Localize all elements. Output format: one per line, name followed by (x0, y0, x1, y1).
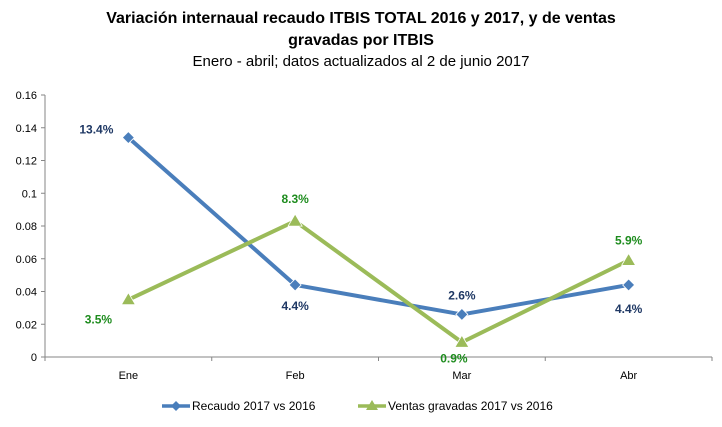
series-point-marker (287, 213, 303, 227)
data-label: 4.4% (615, 302, 643, 316)
data-label: 4.4% (281, 299, 309, 313)
data-label: 3.5% (85, 313, 113, 327)
y-tick-label: 0.06 (16, 254, 37, 266)
y-tick-label: 0.04 (16, 287, 37, 299)
y-tick-label: 0.08 (16, 221, 37, 233)
chart-subtitle: Enero - abril; datos actualizados al 2 d… (192, 53, 530, 70)
series-point-marker (288, 278, 302, 292)
data-label: 2.6% (448, 288, 476, 302)
series-point-marker (120, 291, 137, 306)
y-tick-label: 0.12 (16, 156, 37, 168)
x-tick-label: Feb (286, 370, 305, 382)
series-point-marker (455, 307, 469, 321)
data-label: 5.9% (615, 233, 643, 247)
y-tick-label: 0.16 (16, 90, 37, 102)
series-point-marker (620, 252, 637, 266)
series-line-1 (127, 219, 630, 345)
series-point-marker (454, 334, 470, 348)
series-point-marker (121, 131, 135, 145)
data-label: 13.4% (79, 123, 113, 137)
series-point-marker (622, 278, 636, 292)
x-tick-label: Abr (620, 370, 637, 382)
legend-marker-0 (171, 401, 181, 411)
legend-marker-1 (366, 400, 378, 410)
chart-title-line2: gravadas por ITBIS (288, 32, 434, 49)
y-tick-label: 0.02 (16, 319, 37, 331)
legend-label-1: Ventas gravadas 2017 vs 2016 (388, 399, 553, 413)
x-tick-label: Mar (452, 370, 471, 382)
y-tick-label: 0.14 (16, 123, 37, 135)
x-tick-label: Ene (119, 370, 139, 382)
chart-title-line1: Variación internaual recaudo ITBIS TOTAL… (106, 10, 616, 27)
y-tick-label: 0.1 (22, 188, 37, 200)
data-label: 0.9% (440, 351, 468, 365)
series-line-0 (127, 136, 629, 317)
data-label: 8.3% (281, 192, 309, 206)
chart-title-block: Variación internaual recaudo ITBIS TOTAL… (0, 8, 722, 72)
y-tick-label: 0 (31, 352, 37, 364)
legend-label-0: Recaudo 2017 vs 2016 (192, 399, 316, 413)
